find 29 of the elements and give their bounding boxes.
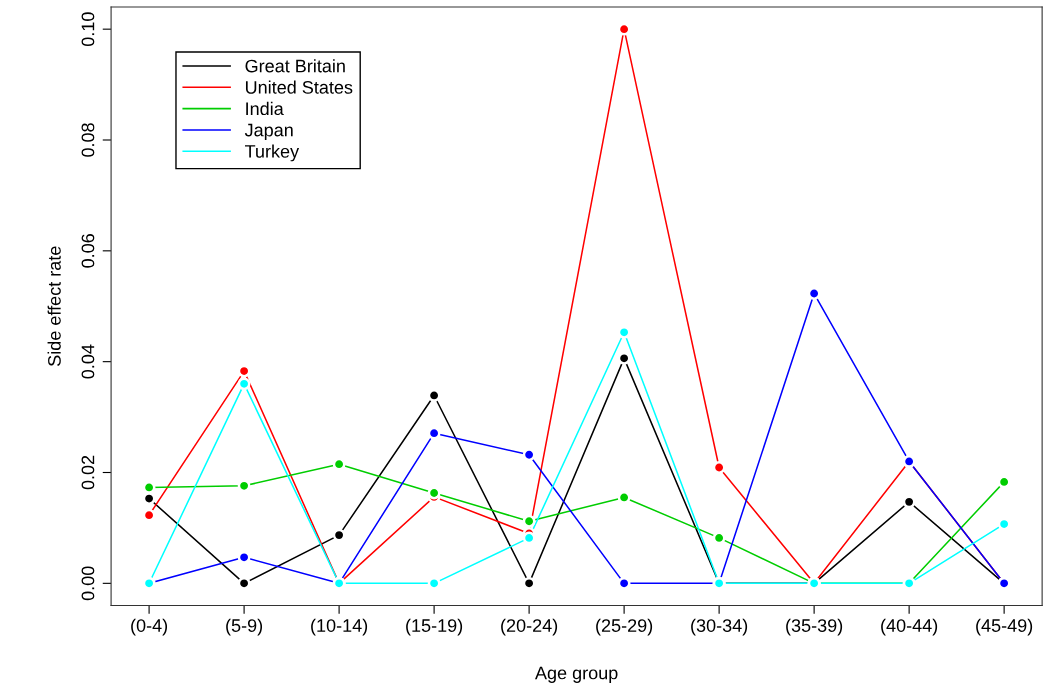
y-axis-title: Side effect rate xyxy=(47,246,61,366)
legend-label: United States xyxy=(245,80,353,94)
y-tick-label: 0.04 xyxy=(81,344,95,379)
point xyxy=(237,377,251,391)
legend-label: India xyxy=(246,101,284,116)
point xyxy=(522,448,536,462)
x-axis-title: Age group xyxy=(534,666,618,683)
x-tick-label: (30-34) xyxy=(691,618,748,636)
point xyxy=(617,576,631,590)
legend-label: Japan xyxy=(244,123,293,141)
x-tick-label: (20-24) xyxy=(501,618,558,636)
y-tick-label: 0.00 xyxy=(81,566,95,601)
x-tick-label: (25-29) xyxy=(596,618,653,636)
x-tick-label: (10-14) xyxy=(311,618,368,636)
y-tick-label: 0.10 xyxy=(81,12,95,47)
y-tick-label: 0.02 xyxy=(81,455,95,490)
x-tick-label: (35-39) xyxy=(786,618,843,636)
y-tick-label: 0.06 xyxy=(81,234,95,268)
x-tick-label: (45-49) xyxy=(976,618,1033,636)
x-tick-label: (40-44) xyxy=(881,618,938,636)
x-tick-label: (15-19) xyxy=(406,618,463,636)
legend-label: Turkey xyxy=(245,144,300,162)
x-tick-label: (5-9) xyxy=(226,618,263,636)
point xyxy=(237,576,251,590)
point xyxy=(617,491,631,504)
legend-label: Great Britain xyxy=(245,59,345,73)
y-tick-label: 0.08 xyxy=(81,123,95,157)
x-tick-label: (0-4) xyxy=(131,618,168,636)
point xyxy=(522,514,536,528)
